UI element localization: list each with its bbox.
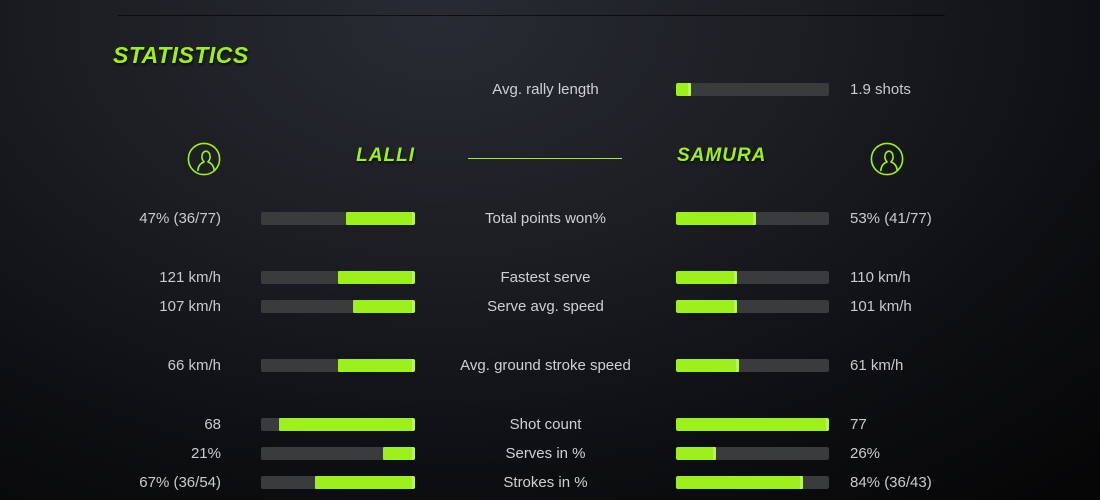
rally-bar-track	[676, 83, 829, 96]
user-icon-right	[870, 142, 904, 176]
left-bar-track	[261, 447, 415, 460]
left-value: 68	[204, 416, 221, 433]
stat-row-strokes-in: 67% (36/54) Strokes in % 84% (36/43)	[0, 468, 1100, 497]
stat-row-fastest-serve: 121 km/h Fastest serve 110 km/h	[0, 263, 1100, 292]
player-right-name: SAMURA	[677, 145, 767, 166]
stat-label: Total points won%	[485, 210, 606, 227]
rally-value: 1.9 shots	[850, 81, 911, 98]
left-value: 121 km/h	[159, 269, 221, 286]
left-bar-track	[261, 359, 415, 372]
top-divider	[118, 15, 945, 16]
left-bar-fill	[338, 359, 415, 372]
right-bar-fill	[676, 271, 738, 284]
right-value: 84% (36/43)	[850, 474, 932, 491]
right-value: 110 km/h	[850, 269, 911, 286]
right-bar-fill	[676, 359, 739, 372]
right-bar-track	[676, 476, 829, 489]
stat-label: Fastest serve	[500, 269, 591, 286]
stat-row-shot-count: 68 Shot count 77	[0, 410, 1100, 439]
stat-label: Shot count	[509, 416, 582, 433]
stats-list: 47% (36/77) Total points won% 53% (41/77…	[0, 204, 1100, 497]
right-value: 101 km/h	[850, 298, 912, 315]
stat-label: Strokes in %	[503, 474, 588, 491]
left-value: 67% (36/54)	[139, 474, 221, 491]
left-bar-fill	[382, 447, 415, 460]
stat-label: Serves in %	[505, 445, 586, 462]
right-bar-fill	[676, 418, 829, 431]
left-value: 47% (36/77)	[139, 210, 221, 227]
right-bar-track	[676, 418, 829, 431]
stat-row-total-points: 47% (36/77) Total points won% 53% (41/77…	[0, 204, 1100, 233]
right-value: 26%	[850, 445, 881, 462]
left-bar-fill	[338, 271, 415, 284]
left-value: 107 km/h	[159, 298, 221, 315]
right-value: 61 km/h	[850, 357, 904, 374]
stat-label: Avg. ground stroke speed	[460, 357, 631, 374]
left-bar-track	[261, 418, 415, 431]
left-bar-fill	[345, 212, 415, 225]
right-bar-fill	[676, 476, 803, 489]
rally-bar-fill	[676, 83, 692, 96]
left-bar-track	[261, 271, 415, 284]
rally-length-row: Avg. rally length 1.9 shots	[0, 81, 1100, 98]
page-title: STATISTICS	[113, 42, 249, 68]
right-bar-track	[676, 359, 829, 372]
right-bar-track	[676, 447, 829, 460]
right-bar-fill	[676, 212, 756, 225]
stat-row-serves-in: 21% Serves in % 26%	[0, 439, 1100, 468]
user-icon-left	[187, 142, 221, 176]
stat-row-serve-avg-speed: 107 km/h Serve avg. speed 101 km/h	[0, 292, 1100, 321]
left-bar-track	[261, 300, 415, 313]
right-bar-track	[676, 271, 829, 284]
right-bar-fill	[676, 300, 738, 313]
left-bar-track	[261, 212, 415, 225]
right-bar-track	[676, 300, 829, 313]
players-divider	[468, 158, 622, 159]
stat-row-ground-stroke-speed: 66 km/h Avg. ground stroke speed 61 km/h	[0, 351, 1100, 380]
right-bar-fill	[676, 447, 716, 460]
right-bar-track	[676, 212, 829, 225]
left-value: 21%	[190, 445, 221, 462]
stat-label: Serve avg. speed	[487, 298, 604, 315]
right-value: 77	[850, 416, 867, 433]
right-value: 53% (41/77)	[850, 210, 932, 227]
left-bar-fill	[353, 300, 415, 313]
player-left-name: LALLI	[356, 145, 415, 166]
left-value: 66 km/h	[167, 357, 221, 374]
rally-label: Avg. rally length	[492, 81, 599, 98]
left-bar-fill	[279, 418, 415, 431]
left-bar-fill	[314, 476, 415, 489]
left-bar-track	[261, 476, 415, 489]
